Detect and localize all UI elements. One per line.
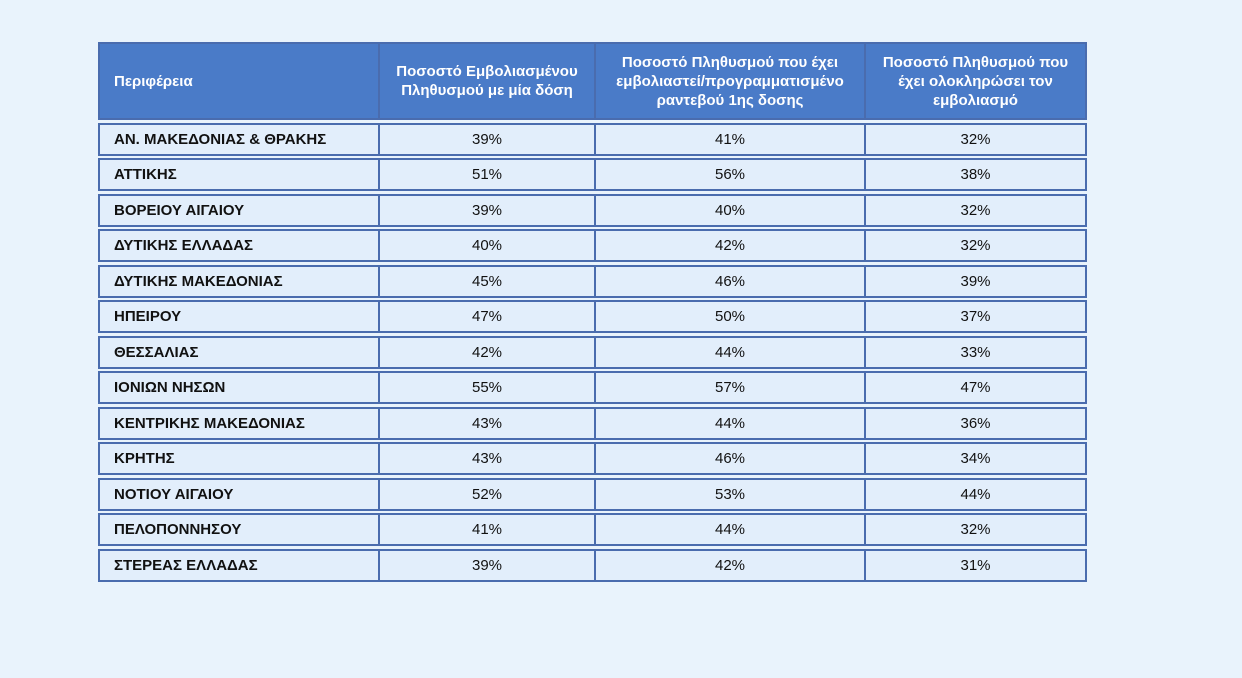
dose1-cell: 42%: [378, 337, 594, 367]
dose1-cell: 39%: [378, 124, 594, 154]
region-cell: ΙΟΝΙΩΝ ΝΗΣΩΝ: [114, 379, 226, 396]
scheduled-cell: 50%: [594, 302, 864, 331]
region-cell: ΗΠΕΙΡΟΥ: [114, 308, 182, 325]
completed-cell: 36%: [864, 408, 1085, 438]
dose1-cell: 43%: [378, 408, 594, 438]
header-cell-region: Περιφέρεια: [114, 72, 193, 90]
dose1-cell: 43%: [378, 444, 594, 473]
table-row: ΑΝ. ΜΑΚΕΔΟΝΙΑΣ & ΘΡΑΚΗΣ 39% 41% 32%: [98, 122, 1087, 156]
scheduled-cell: 44%: [594, 337, 864, 367]
region-cell: ΘΕΣΣΑΛΙΑΣ: [114, 343, 199, 361]
table-row: ΗΠΕΙΡΟΥ 47% 50% 37%: [98, 300, 1087, 333]
table-row: ΠΕΛΟΠΟΝΝΗΣΟΥ 41% 44% 32%: [98, 513, 1087, 546]
header-cell-dose1: Ποσοστό Εμβολιασμένου Πληθυσμού με μία δ…: [378, 44, 594, 118]
region-cell: ΚΡΗΤΗΣ: [114, 450, 175, 467]
header-cell-scheduled: Ποσοστό Πληθυσμού που έχει εμβολιαστεί/π…: [594, 44, 864, 118]
scheduled-cell: 57%: [594, 373, 864, 402]
table-row: ΝΟΤΙΟΥ ΑΙΓΑΙΟΥ 52% 53% 44%: [98, 477, 1087, 511]
region-cell: ΑΝ. ΜΑΚΕΔΟΝΙΑΣ & ΘΡΑΚΗΣ: [114, 130, 327, 148]
dose1-cell: 51%: [378, 160, 594, 189]
table-header-row: Περιφέρεια Ποσοστό Εμβολιασμένου Πληθυσμ…: [98, 42, 1087, 120]
table-row: ΔΥΤΙΚΗΣ ΜΑΚΕΔΟΝΙΑΣ 45% 46% 39%: [98, 264, 1087, 298]
vaccination-table: Περιφέρεια Ποσοστό Εμβολιασμένου Πληθυσμ…: [98, 42, 1087, 582]
scheduled-cell: 46%: [594, 444, 864, 473]
completed-cell: 31%: [864, 550, 1085, 580]
scheduled-cell: 42%: [594, 231, 864, 260]
region-cell: ΔΥΤΙΚΗΣ ΕΛΛΑΔΑΣ: [114, 237, 254, 254]
scheduled-cell: 53%: [594, 479, 864, 509]
completed-cell: 32%: [864, 515, 1085, 544]
dose1-cell: 45%: [378, 266, 594, 296]
completed-cell: 32%: [864, 195, 1085, 225]
dose1-cell: 55%: [378, 373, 594, 402]
dose1-cell: 41%: [378, 515, 594, 544]
dose1-cell: 47%: [378, 302, 594, 331]
scheduled-cell: 42%: [594, 550, 864, 580]
dose1-cell: 52%: [378, 479, 594, 509]
scheduled-cell: 56%: [594, 160, 864, 189]
scheduled-cell: 44%: [594, 515, 864, 544]
table-row: ΒΟΡΕΙΟΥ ΑΙΓΑΙΟΥ 39% 40% 32%: [98, 193, 1087, 227]
region-cell: ΝΟΤΙΟΥ ΑΙΓΑΙΟΥ: [114, 485, 234, 503]
dose1-cell: 39%: [378, 550, 594, 580]
table-row: ΚΡΗΤΗΣ 43% 46% 34%: [98, 442, 1087, 475]
table-row: ΑΤΤΙΚΗΣ 51% 56% 38%: [98, 158, 1087, 191]
region-cell: ΔΥΤΙΚΗΣ ΜΑΚΕΔΟΝΙΑΣ: [114, 272, 283, 290]
dose1-cell: 40%: [378, 231, 594, 260]
table-row: ΚΕΝΤΡΙΚΗΣ ΜΑΚΕΔΟΝΙΑΣ 43% 44% 36%: [98, 406, 1087, 440]
completed-cell: 37%: [864, 302, 1085, 331]
scheduled-cell: 44%: [594, 408, 864, 438]
completed-cell: 32%: [864, 231, 1085, 260]
scheduled-cell: 46%: [594, 266, 864, 296]
table-row: ΣΤΕΡΕΑΣ ΕΛΛΑΔΑΣ 39% 42% 31%: [98, 548, 1087, 582]
scheduled-cell: 41%: [594, 124, 864, 154]
region-cell: ΣΤΕΡΕΑΣ ΕΛΛΑΔΑΣ: [114, 556, 258, 574]
region-cell: ΚΕΝΤΡΙΚΗΣ ΜΑΚΕΔΟΝΙΑΣ: [114, 414, 305, 432]
region-cell: ΒΟΡΕΙΟΥ ΑΙΓΑΙΟΥ: [114, 201, 245, 219]
completed-cell: 44%: [864, 479, 1085, 509]
completed-cell: 33%: [864, 337, 1085, 367]
completed-cell: 47%: [864, 373, 1085, 402]
completed-cell: 34%: [864, 444, 1085, 473]
table-row: ΔΥΤΙΚΗΣ ΕΛΛΑΔΑΣ 40% 42% 32%: [98, 229, 1087, 262]
region-cell: ΠΕΛΟΠΟΝΝΗΣΟΥ: [114, 521, 242, 538]
scheduled-cell: 40%: [594, 195, 864, 225]
completed-cell: 39%: [864, 266, 1085, 296]
completed-cell: 32%: [864, 124, 1085, 154]
header-cell-completed: Ποσοστό Πληθυσμού που έχει ολοκληρώσει τ…: [864, 44, 1085, 118]
table-row: ΙΟΝΙΩΝ ΝΗΣΩΝ 55% 57% 47%: [98, 371, 1087, 404]
completed-cell: 38%: [864, 160, 1085, 189]
dose1-cell: 39%: [378, 195, 594, 225]
region-cell: ΑΤΤΙΚΗΣ: [114, 166, 177, 183]
table-row: ΘΕΣΣΑΛΙΑΣ 42% 44% 33%: [98, 335, 1087, 369]
